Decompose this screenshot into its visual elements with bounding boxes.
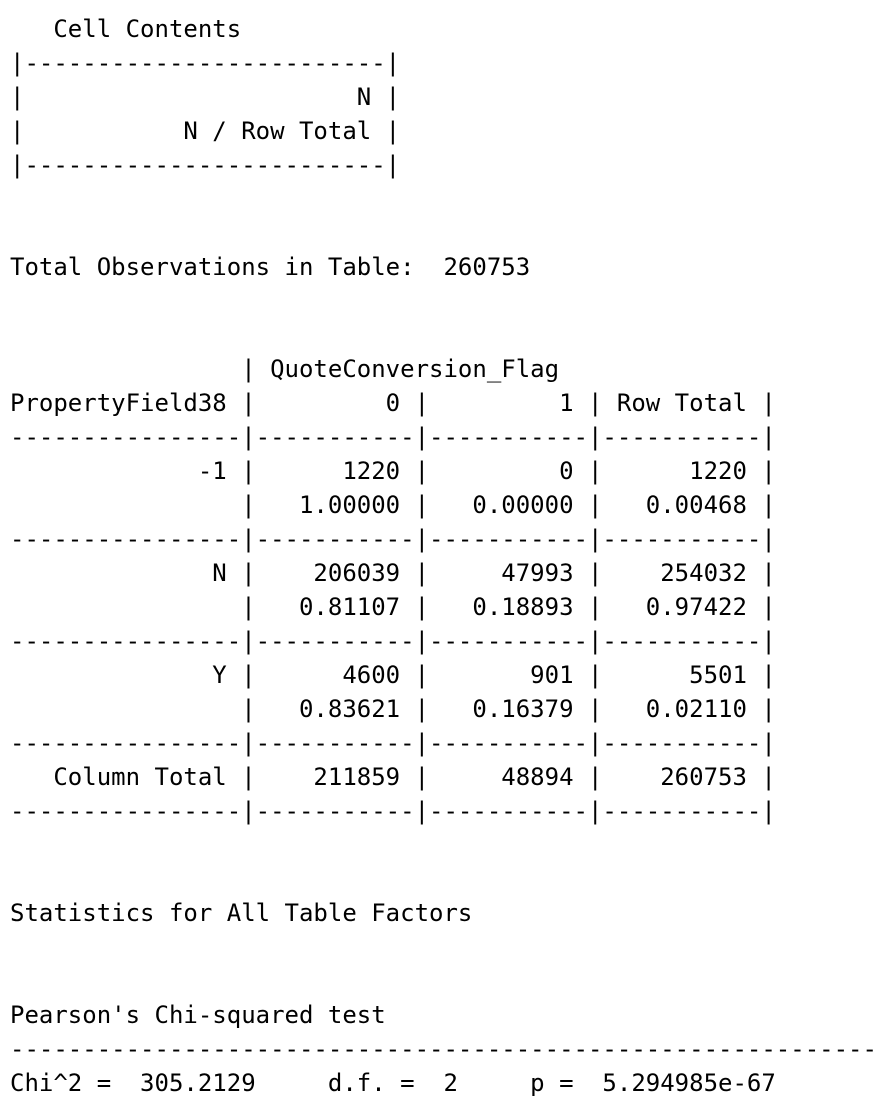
table-separator: ----------------|-----------|-----------…: [10, 423, 776, 451]
cell-contents-row-total: | N / Row Total |: [10, 117, 401, 145]
table-row-y-prop: | 0.83621 | 0.16379 | 0.02110 |: [10, 695, 776, 723]
cell-contents-title: Cell Contents: [10, 15, 242, 43]
table-row-n-count: N | 206039 | 47993 | 254032 |: [10, 559, 776, 587]
cell-contents-border-top: |-------------------------|: [10, 49, 401, 77]
total-observations: Total Observations in Table: 260753: [10, 253, 531, 281]
cell-contents-border-bottom: |-------------------------|: [10, 151, 401, 179]
table-row-minus1-prop: | 1.00000 | 0.00000 | 0.00468 |: [10, 491, 776, 519]
table-row-minus1-count: -1 | 1220 | 0 | 1220 |: [10, 457, 776, 485]
chi-squared-result: Chi^2 = 305.2129 d.f. = 2 p = 5.294985e-…: [10, 1069, 776, 1097]
table-separator: ----------------|-----------|-----------…: [10, 627, 776, 655]
table-row-n-prop: | 0.81107 | 0.18893 | 0.97422 |: [10, 593, 776, 621]
cell-contents-n: | N |: [10, 83, 401, 111]
table-separator: ----------------|-----------|-----------…: [10, 729, 776, 757]
table-row-y-count: Y | 4600 | 901 | 5501 |: [10, 661, 776, 689]
table-header-row: PropertyField38 | 0 | 1 | Row Total |: [10, 389, 776, 417]
statistics-heading: Statistics for All Table Factors: [10, 899, 473, 927]
table-column-variable: | QuoteConversion_Flag: [10, 355, 560, 383]
table-column-total-row: Column Total | 211859 | 48894 | 260753 |: [10, 763, 776, 791]
table-separator: ----------------|-----------|-----------…: [10, 797, 776, 825]
table-separator: ----------------|-----------|-----------…: [10, 525, 776, 553]
chi-squared-test-title: Pearson's Chi-squared test: [10, 1001, 386, 1029]
chi-squared-separator: ----------------------------------------…: [10, 1035, 877, 1063]
